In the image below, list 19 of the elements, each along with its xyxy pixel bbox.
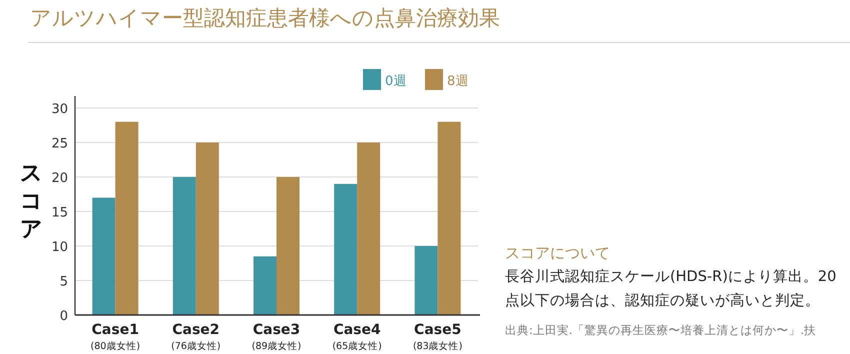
y-tick-label: 25	[51, 136, 68, 152]
legend-label: 0週	[385, 74, 406, 89]
x-tick-label: Case2 (76歳女性)	[171, 322, 221, 352]
x-tick-label: Case5 (83歳女性)	[412, 322, 462, 352]
x-tick-label: Case4 (65歳女性)	[332, 322, 382, 352]
text: スコアについて	[505, 243, 611, 263]
y-tick-label: 15	[51, 206, 68, 220]
x-tick-label: Case1 (80歳女性)	[90, 322, 140, 352]
y-tick-label: 10	[51, 240, 68, 255]
y-axis-title: スコア	[20, 160, 44, 244]
y-tick-label: 30	[51, 102, 68, 117]
y-tick-label: 5	[60, 274, 68, 290]
legend-label: 8週	[447, 74, 468, 89]
text: 長谷川式認知症スケール(HDS-R)により算出。20点以下の場合は、認知症の疑いが高いと判定。	[505, 268, 838, 311]
y-tick-label: 20	[51, 171, 68, 186]
x-tick-label: Case3 (89歳女性)	[252, 322, 302, 352]
source-note: 出典:上田実.「驚異の再生医療〜培養上清とは何か〜」.扶	[505, 323, 818, 338]
y-tick-label: 0	[60, 309, 68, 324]
chart-title: アルツハイマー型認知症患者様への点鼻治療効果	[30, 5, 500, 32]
